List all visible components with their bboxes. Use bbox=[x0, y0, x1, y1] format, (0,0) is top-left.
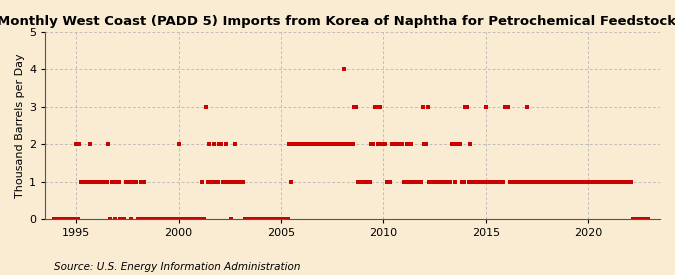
Text: Source: U.S. Energy Information Administration: Source: U.S. Energy Information Administ… bbox=[54, 262, 300, 272]
Title: Monthly West Coast (PADD 5) Imports from Korea of Naphtha for Petrochemical Feed: Monthly West Coast (PADD 5) Imports from… bbox=[0, 15, 675, 28]
Y-axis label: Thousand Barrels per Day: Thousand Barrels per Day bbox=[15, 53, 25, 198]
